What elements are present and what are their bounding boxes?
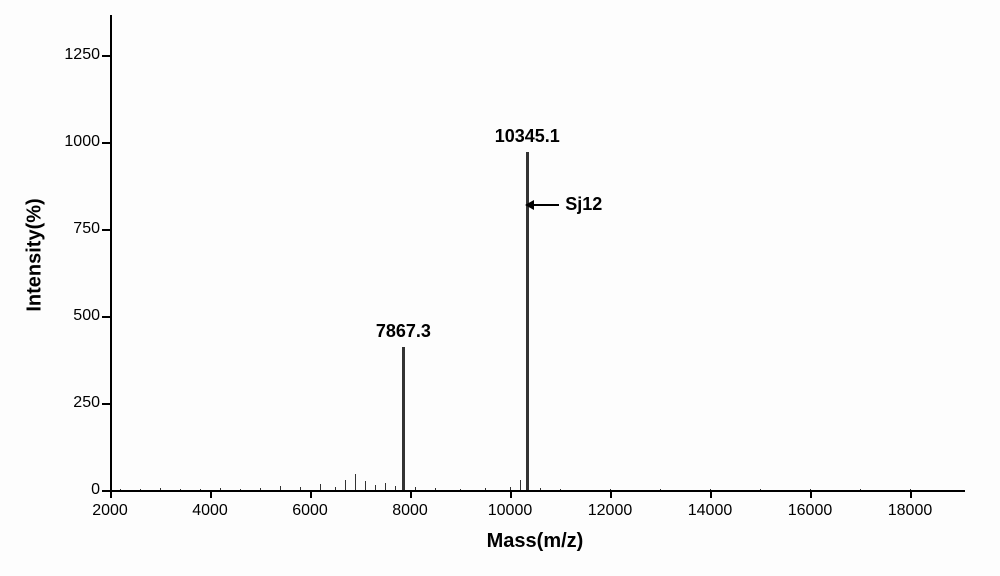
y-tick: [102, 142, 110, 144]
x-tick: [710, 490, 712, 498]
noise-peak: [140, 489, 141, 490]
x-tick: [410, 490, 412, 498]
x-tick: [510, 490, 512, 498]
noise-peak: [240, 489, 241, 490]
peak-label: 10345.1: [495, 126, 560, 147]
x-tick-label: 12000: [588, 502, 633, 520]
noise-peak: [610, 489, 611, 490]
x-tick-label: 10000: [488, 502, 533, 520]
noise-peak: [160, 488, 161, 490]
noise-peak: [415, 487, 416, 490]
x-tick-label: 6000: [292, 502, 328, 520]
annotation-label: Sj12: [565, 194, 602, 215]
y-tick: [102, 490, 110, 492]
plot-area: [110, 20, 960, 490]
noise-peak: [365, 481, 366, 490]
noise-peak: [710, 489, 711, 490]
y-tick: [102, 55, 110, 57]
y-tick-label: 1250: [55, 46, 100, 64]
x-tick-label: 4000: [192, 502, 228, 520]
noise-peak: [355, 474, 356, 490]
y-axis-title: Intensity(%): [24, 198, 47, 311]
mass-spectrum-chart: Intensity(%) Mass(m/z) 0 250 500 750 1000 125…: [0, 0, 1000, 576]
noise-peak: [560, 489, 561, 490]
y-tick-label: 0: [55, 481, 100, 499]
y-tick-label: 500: [55, 307, 100, 325]
noise-peak: [120, 489, 121, 490]
noise-peak: [520, 480, 521, 490]
noise-peak: [200, 489, 201, 490]
noise-peak: [385, 483, 386, 490]
x-tick: [210, 490, 212, 498]
x-tick: [110, 490, 112, 498]
y-tick: [102, 403, 110, 405]
y-axis-line: [110, 15, 112, 490]
x-axis-line: [110, 490, 965, 492]
noise-peak: [260, 488, 261, 490]
noise-peak: [810, 489, 811, 490]
x-tick: [810, 490, 812, 498]
noise-peak: [335, 487, 336, 490]
noise-peak: [345, 480, 346, 490]
y-tick: [102, 316, 110, 318]
noise-peak: [485, 488, 486, 490]
noise-peak: [220, 488, 221, 490]
noise-peak: [375, 485, 376, 490]
x-axis-title: Mass(m/z): [487, 530, 584, 553]
annotation-arrow-line: [533, 204, 559, 206]
noise-peak: [435, 488, 436, 490]
noise-peak: [395, 486, 396, 490]
noise-peak: [860, 489, 861, 490]
noise-peak: [320, 484, 321, 490]
y-tick-label: 250: [55, 394, 100, 412]
noise-peak: [510, 487, 511, 490]
x-tick: [910, 490, 912, 498]
y-tick-label: 750: [55, 220, 100, 238]
x-tick-label: 18000: [888, 502, 933, 520]
noise-peak: [910, 489, 911, 490]
noise-peak: [280, 486, 281, 490]
noise-peak: [460, 489, 461, 490]
x-tick-label: 8000: [392, 502, 428, 520]
x-tick: [310, 490, 312, 498]
spectrum-peak: [402, 347, 405, 490]
annotation-arrow-head: [525, 200, 534, 210]
noise-peak: [300, 487, 301, 490]
noise-peak: [660, 489, 661, 490]
noise-peak: [760, 489, 761, 490]
x-tick: [610, 490, 612, 498]
x-tick-label: 2000: [92, 502, 128, 520]
y-tick-label: 1000: [55, 133, 100, 151]
y-tick: [102, 229, 110, 231]
noise-peak: [180, 489, 181, 490]
x-tick-label: 14000: [688, 502, 733, 520]
peak-label: 7867.3: [376, 321, 431, 342]
x-tick-label: 16000: [788, 502, 833, 520]
noise-peak: [540, 488, 541, 490]
